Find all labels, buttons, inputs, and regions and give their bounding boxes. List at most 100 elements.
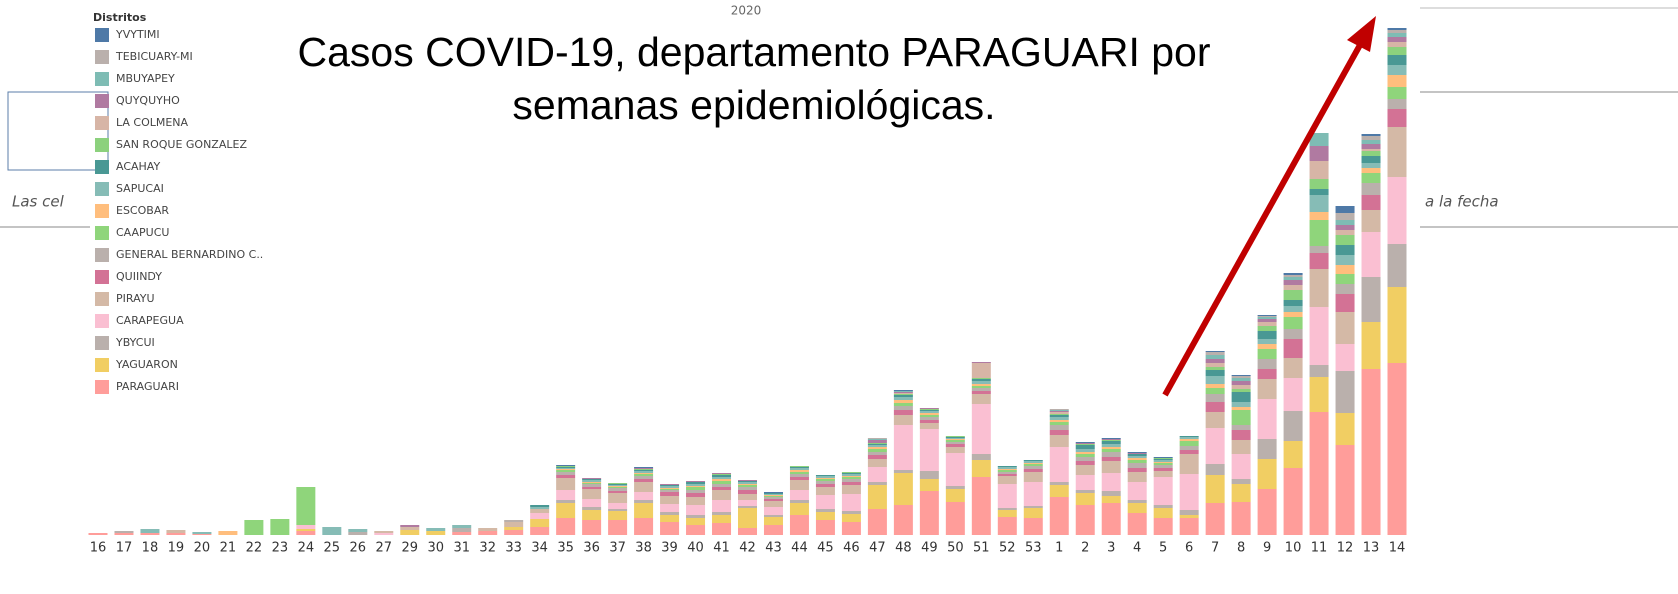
bar-segment [971, 362, 991, 363]
bar-segment [1179, 446, 1199, 450]
bar-segment [686, 493, 706, 497]
bar-segment [1361, 140, 1381, 144]
x-tick-label: 13 [1363, 541, 1380, 556]
bar-segment [582, 489, 602, 499]
bar-segment [582, 484, 602, 487]
bar-segment [400, 527, 420, 530]
x-tick-label: 32 [479, 541, 496, 556]
bar-segment [1231, 425, 1251, 430]
x-tick-label: 6 [1185, 541, 1193, 556]
bar-segment [971, 404, 991, 454]
x-tick-label: 35 [557, 541, 574, 556]
bar-segment [841, 477, 861, 479]
legend-label: YVYTIMI [115, 28, 160, 41]
legend-label: GENERAL BERNARDINO C.. [116, 248, 263, 261]
bar-segment [504, 527, 524, 530]
bar-segment [1023, 506, 1043, 508]
bar-segment [712, 475, 732, 477]
bar-segment [1283, 411, 1303, 441]
bar-segment [789, 466, 809, 467]
bar-segment [1153, 463, 1173, 465]
bar-segment [712, 512, 732, 515]
bar-segment [1205, 351, 1225, 352]
bar-segment [582, 499, 602, 507]
bar-segment [1101, 452, 1121, 457]
bar-segment [738, 481, 757, 482]
bg-box [7, 91, 109, 171]
bar-segment [1387, 30, 1407, 33]
x-tick-label: 47 [869, 541, 886, 556]
bar-segment [815, 475, 835, 476]
bar-segment [1361, 163, 1381, 168]
x-tick-label: 41 [713, 541, 730, 556]
bar-segment [1049, 412, 1069, 414]
bar-segment [270, 519, 290, 535]
bar-segment [1361, 151, 1381, 156]
bar-segment [1127, 456, 1147, 458]
bar-segment [867, 447, 887, 449]
bar-segment [1049, 414, 1069, 415]
bar-segment [867, 467, 887, 482]
bar-segment [1205, 394, 1225, 402]
bar-segment [893, 390, 913, 391]
bar-segment [1387, 55, 1407, 65]
bar-segment [1387, 109, 1407, 127]
x-tick-label: 9 [1263, 541, 1271, 556]
bar-segment [1231, 376, 1251, 378]
bar-segment [1283, 317, 1303, 329]
bar-segment [1127, 454, 1147, 456]
bar-segment [1101, 461, 1121, 473]
bar-segment [1153, 458, 1173, 459]
bar-segment [841, 522, 861, 535]
bar-segment [1231, 378, 1251, 381]
bar-segment [1361, 144, 1381, 149]
bar-segment [919, 408, 939, 409]
bar-segment [634, 518, 654, 535]
bar-segment [893, 406, 913, 410]
bar-segment [1179, 515, 1199, 518]
bar-segment [1335, 371, 1355, 413]
x-tick-label: 12 [1337, 541, 1354, 556]
bar-segment [530, 507, 550, 509]
bar-segment [556, 518, 576, 535]
bar-segment [1335, 294, 1355, 312]
bar-segment [504, 530, 524, 535]
bar-segment [867, 482, 887, 485]
bar-segment [763, 495, 783, 496]
bar-segment [556, 500, 576, 503]
x-tick-label: 24 [298, 541, 315, 556]
bar-segment [1179, 441, 1199, 446]
legend-label: PARAGUARI [116, 380, 179, 393]
bar-segment [1309, 195, 1329, 212]
legend-swatch [95, 292, 109, 306]
bar-segment [634, 503, 654, 518]
bar-segment [867, 439, 887, 440]
bar-segment [1257, 439, 1277, 459]
bar-segment [556, 466, 576, 467]
bar-segment [1257, 459, 1277, 489]
bar-segment [1153, 505, 1173, 508]
bar-segment [400, 530, 420, 535]
bar-segment [348, 532, 368, 535]
bar-segment [997, 474, 1017, 476]
bar-segment [712, 515, 732, 523]
bar-segment [1101, 440, 1121, 441]
bar-segment [608, 511, 628, 520]
bar-segment [88, 533, 108, 535]
legend-swatch [95, 94, 109, 108]
bar-segment [971, 394, 991, 404]
bar-segment [608, 488, 628, 491]
x-tick-label: 2 [1081, 541, 1089, 556]
bar-segment [556, 467, 576, 468]
bar-segment [192, 532, 212, 534]
bar-segment [893, 403, 913, 406]
bar-segment [1179, 450, 1199, 454]
bar-segment [945, 442, 965, 444]
bar-segment [1309, 246, 1329, 253]
legend-swatch [95, 160, 109, 174]
bar-segment [1101, 439, 1121, 440]
bar-segment [1075, 505, 1095, 535]
chart-title: Casos COVID-19, departamento PARAGUARI p… [298, 29, 1211, 75]
bar-segment [556, 470, 576, 472]
